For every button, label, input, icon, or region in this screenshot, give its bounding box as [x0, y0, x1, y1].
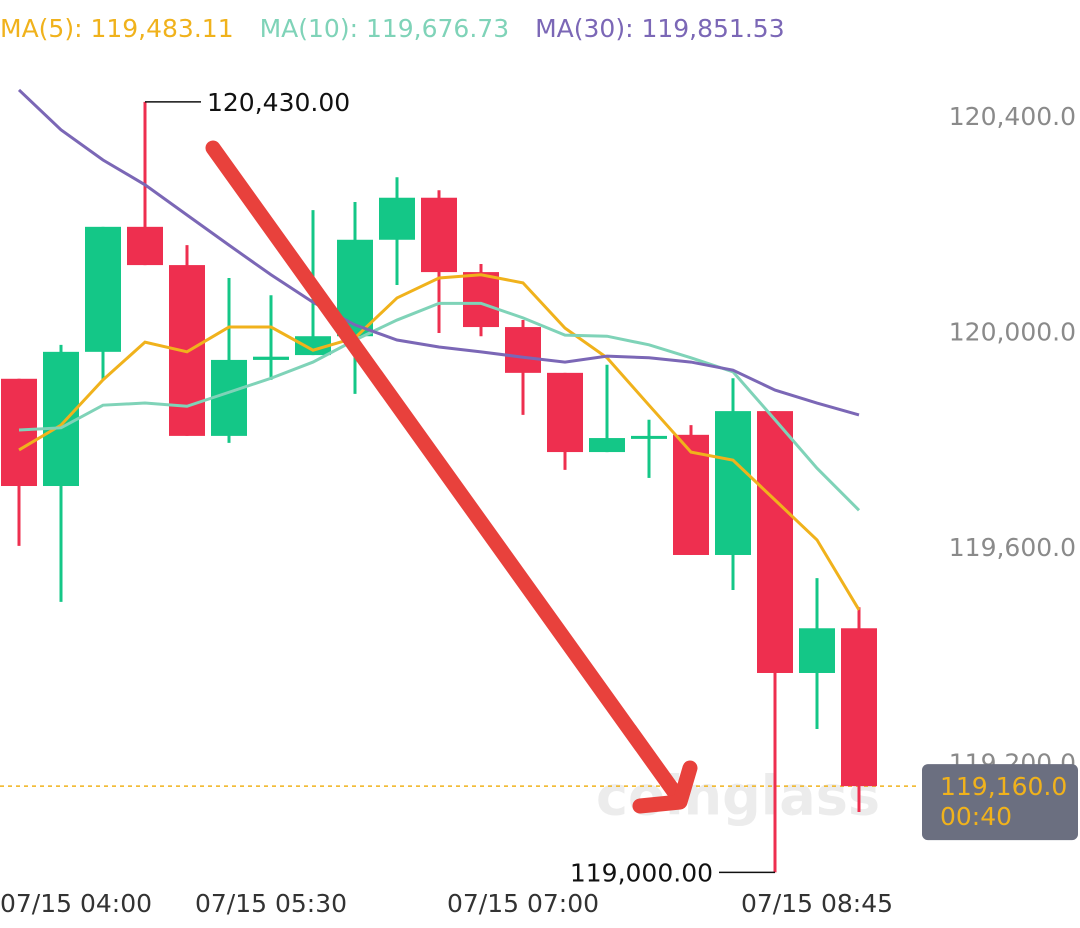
legend-entry: MA(30): 119,851.53: [535, 14, 785, 43]
candle-body: [505, 327, 541, 373]
legend-entry: MA(10): 119,676.73: [260, 14, 510, 43]
annotation-arrow: [205, 140, 698, 814]
high-marker-label: 120,430.00: [207, 88, 350, 117]
candle-body: [85, 226, 121, 352]
candle-body: [421, 197, 457, 273]
candle-body: [43, 351, 79, 487]
x-tick-label: 07/15 04:00: [0, 889, 152, 918]
countdown-label: 00:40: [940, 802, 1012, 831]
low-marker-label: 119,000.00: [570, 858, 713, 887]
x-tick-label: 07/15 07:00: [447, 889, 599, 918]
candle-body: [757, 411, 793, 673]
candle-body: [463, 272, 499, 328]
candle-body: [211, 359, 247, 436]
ma-line: [18, 273, 861, 611]
x-tick-label: 07/15 05:30: [195, 889, 347, 918]
candle-body: [1, 378, 37, 487]
candle-body: [547, 372, 583, 453]
candle-body: [379, 197, 415, 240]
legend-entry: MA(5): 119,483.11: [0, 14, 234, 43]
y-tick-label: 119,600.0: [949, 533, 1076, 562]
candle-body: [295, 336, 331, 356]
candle-body: [841, 628, 877, 787]
candle-body: [715, 411, 751, 555]
y-tick-label: 120,000.0: [949, 318, 1076, 347]
arrow-shaft: [205, 140, 688, 808]
x-tick-label: 07/15 08:45: [741, 889, 893, 918]
last-price-label: 119,160.0: [940, 772, 1067, 801]
last-price-box: [922, 764, 1078, 841]
arrow-head: [632, 760, 698, 814]
candle-body: [799, 628, 835, 673]
ma-line: [17, 88, 860, 417]
candle-body: [631, 435, 667, 439]
candle-body: [127, 226, 163, 266]
candle-body: [589, 438, 625, 453]
watermark: coinglass: [596, 765, 880, 828]
candle-body: [253, 356, 289, 360]
y-tick-label: 120,400.0: [949, 102, 1076, 131]
